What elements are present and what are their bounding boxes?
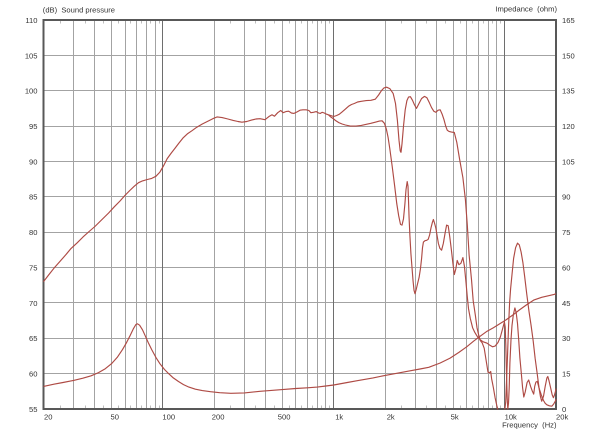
svg-text:5k: 5k [451, 413, 459, 422]
svg-text:100: 100 [162, 413, 175, 422]
svg-text:0: 0 [562, 405, 566, 414]
svg-text:80: 80 [29, 228, 37, 237]
svg-text:15: 15 [562, 370, 570, 379]
svg-text:105: 105 [562, 157, 575, 166]
svg-text:75: 75 [562, 228, 570, 237]
svg-text:30: 30 [562, 334, 570, 343]
svg-text:90: 90 [562, 193, 570, 202]
svg-text:20k: 20k [556, 413, 568, 422]
svg-text:110: 110 [25, 16, 37, 25]
svg-text:Frequency (Hz): Frequency (Hz) [502, 421, 557, 430]
svg-text:60: 60 [29, 370, 37, 379]
svg-text:60: 60 [562, 263, 570, 272]
svg-text:500: 500 [278, 413, 291, 422]
svg-text:45: 45 [562, 299, 570, 308]
svg-text:165: 165 [562, 16, 575, 25]
svg-text:50: 50 [111, 413, 119, 422]
svg-text:100: 100 [25, 87, 38, 96]
svg-text:120: 120 [562, 122, 575, 131]
svg-text:20: 20 [44, 413, 52, 422]
svg-text:150: 150 [562, 51, 575, 60]
svg-text:105: 105 [25, 51, 38, 60]
svg-text:55: 55 [29, 405, 37, 414]
svg-text:85: 85 [29, 193, 37, 202]
svg-text:135: 135 [562, 87, 575, 96]
svg-text:2k: 2k [387, 413, 395, 422]
svg-text:(dB) Sound pressure: (dB) Sound pressure [43, 6, 115, 15]
svg-text:Impedance (ohm): Impedance (ohm) [495, 4, 557, 13]
svg-text:200: 200 [212, 413, 225, 422]
svg-text:65: 65 [29, 334, 37, 343]
svg-text:75: 75 [29, 263, 37, 272]
svg-text:70: 70 [29, 299, 37, 308]
svg-text:1k: 1k [335, 413, 343, 422]
svg-text:95: 95 [29, 122, 37, 131]
svg-text:10k: 10k [505, 413, 517, 422]
svg-text:90: 90 [29, 157, 37, 166]
